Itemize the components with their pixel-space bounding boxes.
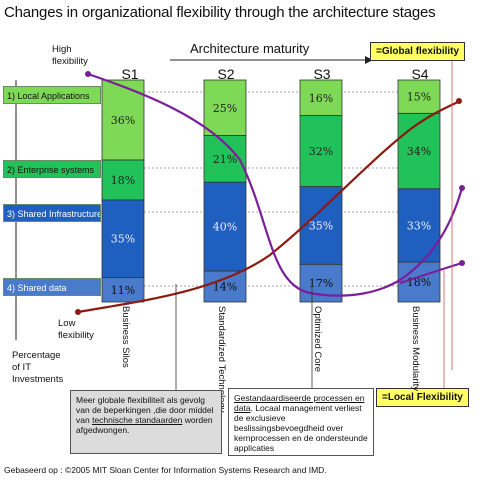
percentage-it-label: Percentage of IT Investments: [12, 350, 64, 385]
bar-label-s1-3-shared-infrastructure: 35%: [111, 233, 135, 246]
bar-label-s4-3-shared-infrastructure: 33%: [407, 219, 431, 232]
note-right-underlined: Gestandaardiseerde processen en data: [234, 393, 365, 413]
note-left-text: Meer globale flexibiliteit als gevolg va…: [76, 395, 214, 425]
bar-label-s4-2-enterprise-systems: 34%: [407, 145, 431, 158]
note-standardized-technology: Meer globale flexibiliteit als gevolg va…: [70, 390, 222, 454]
bar-s1-1-local-applications: [101, 79, 145, 161]
bar-s3-3-shared-infrastructure: [299, 186, 343, 265]
stage-name-business-modularity: Business Modularity: [410, 306, 421, 392]
source-citation: Gebaseerd op : ©2005 MIT Sloan Center fo…: [4, 465, 327, 475]
local-flexibility-curve-2: [399, 261, 463, 285]
bar-s4-1-local-applications: [397, 79, 441, 114]
bar-label-s3-1-local-applications: 16%: [309, 92, 333, 105]
bar-label-s3-4-shared-data: 17%: [309, 277, 333, 290]
stage-label-s2: S2: [217, 66, 235, 82]
note-optimized-core: Gestandaardiseerde processen en data. Lo…: [228, 388, 374, 456]
bar-label-s1-4-shared-data: 11%: [111, 284, 135, 297]
global-curve-end-dot: [456, 98, 462, 104]
layer-label-shared-data: 4) Shared data: [3, 278, 101, 296]
bar-s1-4-shared-data: [101, 277, 145, 303]
stage-name-business-silos: Business Silos: [120, 306, 131, 368]
local-curve-end-dot-2: [459, 260, 465, 266]
layer-label-enterprise-systems: 2) Enterprise systems: [3, 160, 101, 178]
bar-s1-3-shared-infrastructure: [101, 199, 145, 278]
bar-label-s2-4-shared-data: 14%: [213, 280, 237, 293]
bar-label-s2-2-enterprise-systems: 21%: [213, 153, 237, 166]
bar-label-s1-2-enterprise-systems: 18%: [111, 174, 135, 187]
local-flexibility-legend: =Local Flexibility: [376, 388, 469, 407]
bar-s2-1-local-applications: [203, 79, 247, 136]
global-flexibility-curve: [77, 101, 459, 314]
note-left-text-end: worden afgedwongen.: [76, 415, 213, 435]
stage-label-s3: S3: [313, 66, 331, 82]
local-curve-start-dot: [85, 71, 91, 77]
layer-label-local-applications: 1) Local Applications: [3, 86, 101, 104]
stage-label-s4: S4: [411, 66, 429, 82]
local-curve-end-dot: [459, 185, 465, 191]
bar-s2-3-shared-infrastructure: [203, 181, 247, 272]
note-right-text: . Locaal management verliest de exclusie…: [234, 403, 368, 453]
bar-s4-2-enterprise-systems: [397, 112, 441, 190]
page-title: Changes in organizational flexibility th…: [4, 4, 436, 21]
bar-label-s2-1-local-applications: 25%: [213, 102, 237, 115]
global-flexibility-legend: =Global flexibility: [370, 42, 466, 61]
row-guides: [100, 91, 400, 287]
stage-name-optimized-core: Optimized Core: [312, 306, 323, 372]
bar-s3-1-local-applications: [299, 79, 343, 116]
bar-label-s4-1-local-applications: 15%: [407, 91, 431, 104]
global-curve-start-dot: [75, 309, 81, 315]
low-flexibility-label: Low flexibility: [58, 318, 94, 341]
local-flexibility-curve: [87, 72, 464, 297]
high-flexibility-label: High flexibility: [52, 44, 88, 67]
architecture-maturity-label: Architecture maturity: [190, 41, 310, 56]
bar-s2-4-shared-data: [203, 270, 247, 303]
stacked-bars: 11%35%18%36%14%40%21%25%17%35%32%16%18%3…: [101, 79, 441, 303]
bar-label-s3-3-shared-infrastructure: 35%: [309, 219, 333, 232]
bar-label-s1-1-local-applications: 36%: [111, 114, 135, 127]
bar-label-s3-2-enterprise-systems: 32%: [309, 145, 333, 158]
stage-label-s1: S1: [121, 66, 139, 82]
note-left-underlined: technische standaarden: [92, 415, 183, 425]
layer-label-shared-infrastructure: 3) Shared Infrastructure: [3, 204, 101, 222]
bar-label-s2-3-shared-infrastructure: 40%: [213, 221, 237, 234]
bar-s3-2-enterprise-systems: [299, 115, 343, 187]
